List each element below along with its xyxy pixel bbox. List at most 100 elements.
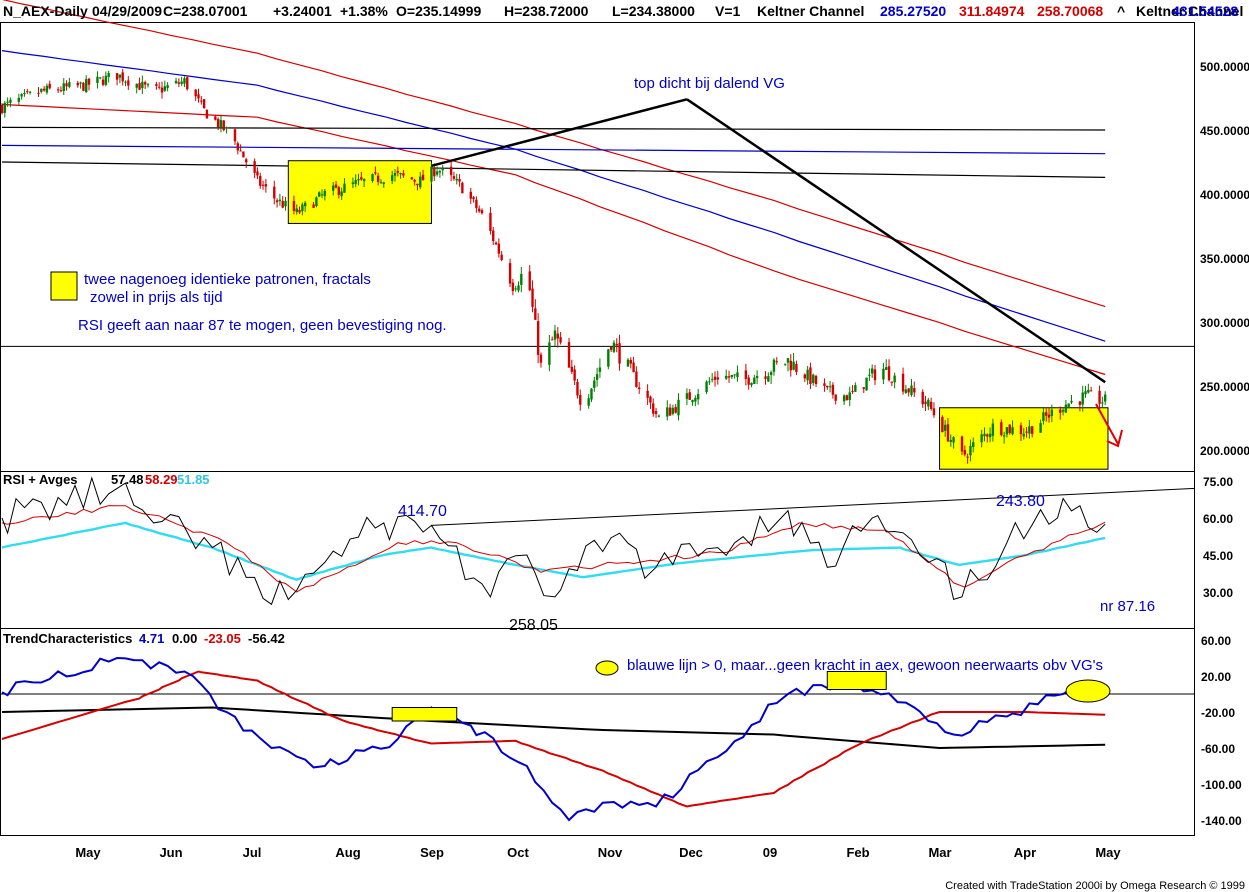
candle-body [458,179,461,182]
candle-body [716,377,719,380]
candle-body [694,397,697,402]
candle-body [893,375,896,383]
candle-body [764,376,767,379]
header-low: L=234.38000 [612,3,695,19]
candle-body [376,175,380,182]
header-change: +3.24001 [273,3,332,19]
candle-body [160,87,164,93]
candle-body [1005,427,1009,435]
candle-body [17,97,21,102]
candle-body [1008,424,1011,434]
candle-body [845,395,849,401]
price-panel-frame [0,22,1195,836]
tc-y-tick: 60.00 [1201,634,1231,648]
candle-body [475,199,478,209]
candle-body [854,385,857,392]
candle-body [435,171,439,175]
candle-body [1081,392,1084,405]
candle-body [1022,433,1025,437]
x-tick-label: Nov [598,845,623,860]
candle-body [671,407,675,414]
candle-body [59,90,63,92]
candle-body [688,392,691,400]
candle-body [725,375,728,379]
tc-header-v3: -23.05 [204,631,241,646]
candle-body [890,381,894,383]
candle-body [421,174,425,181]
rsi-target-label: nr 87.16 [1100,598,1155,615]
candle-body [340,191,343,197]
candle-body [393,172,397,176]
candle-body [284,200,287,207]
candle-body [357,179,360,181]
candle-body [806,369,809,381]
candle-body [783,363,787,365]
candle-body [534,308,537,320]
x-tick-label: Apr [1014,845,1036,860]
candle-body [202,99,206,109]
candle-body [48,83,51,89]
candle-body [497,243,501,254]
candle-body [278,199,282,202]
candle-body [233,129,237,142]
candle-body [576,381,579,396]
tc-legend-swatch [595,660,619,676]
candle-body [913,388,916,393]
candle-body [887,366,891,381]
rsi-header-v3: 51.85 [177,472,210,487]
kc2-upper-line [1,126,1106,131]
candle-body [28,91,32,93]
candle-body [851,391,854,393]
candle-body [177,82,181,84]
tc-header: TrendCharacteristics 4.71 0.00 -23.05 -5… [3,631,285,646]
candle-body [315,197,318,206]
candle-body [814,375,818,385]
candle-body [713,376,717,380]
rsi-avg2-line [1,521,1106,581]
candle-body [79,82,82,84]
candle-body [390,175,394,181]
header-kc2-v1: 431.54528 [1172,3,1238,19]
candle-body [570,366,574,372]
candle-body [988,433,992,438]
x-tick-label: Mar [928,845,951,860]
trend-line-down [686,98,1106,384]
candle-body [26,91,29,93]
candle-body [253,161,256,173]
candle-body [104,75,108,85]
candle-body [932,408,936,416]
candle-body [943,424,947,431]
tc-header-v4: -56.42 [248,631,285,646]
candle-body [343,183,346,193]
candle-body [1061,410,1065,412]
candle-body [685,393,689,399]
tc-y-tick: 20.00 [1201,670,1231,684]
trend-lines [431,98,1106,384]
candle-body [3,103,7,113]
candle-body [295,208,298,212]
kc1-lower-line [1,103,1106,376]
candle-body [668,407,672,416]
price-y-tick: 200.0000 [1200,444,1249,458]
candle-body [710,379,714,381]
candle-body [469,191,472,199]
candle-body [259,175,262,186]
candle-body [1078,401,1082,405]
candle-body [573,369,576,381]
candle-body [826,385,829,388]
candle-body [382,182,385,185]
candle-body [334,184,338,188]
candle-body [362,178,366,182]
candle-body [76,82,79,86]
tc-red-line [1,670,1106,808]
rsi-trend-line [431,487,1196,526]
candle-body [197,94,200,99]
highlight-boxes [391,671,887,722]
candle-body [983,433,986,437]
tc-header-label: TrendCharacteristics [3,631,132,646]
candle-body [904,389,908,394]
candle-body [666,407,669,417]
candle-body [952,437,955,443]
legend-swatch [50,271,78,301]
candle-body [1039,423,1042,433]
